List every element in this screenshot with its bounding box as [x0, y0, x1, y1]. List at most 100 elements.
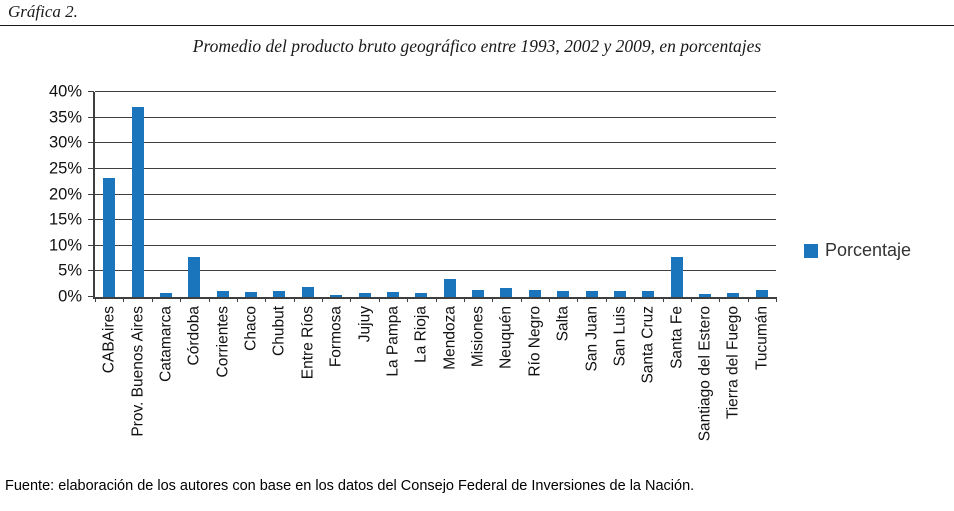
x-axis-tick [577, 297, 579, 302]
x-axis-tick [378, 297, 380, 302]
bar [670, 256, 683, 297]
y-axis-tick [88, 270, 94, 272]
y-axis-tick [88, 167, 94, 169]
y-axis-tick-label: 35% [48, 108, 82, 127]
x-axis-label: Corrientes [214, 306, 232, 378]
y-axis-tick-label: 40% [48, 82, 82, 101]
x-axis-label: Tucumán [753, 306, 771, 371]
source-note: Fuente: elaboración de los autores con b… [5, 478, 695, 494]
x-axis-tick [747, 297, 749, 302]
y-axis-tick [88, 91, 94, 92]
x-axis-label: Entre Ríos [299, 306, 317, 380]
x-axis-label: San Juan [583, 306, 601, 372]
x-axis-label: Santiago del Estero [696, 306, 714, 442]
y-axis-tick [88, 193, 94, 195]
gridline [95, 142, 776, 144]
x-axis-tick [265, 297, 267, 302]
bar [188, 256, 201, 297]
bar [131, 107, 144, 297]
y-axis-tick-label: 20% [48, 185, 82, 203]
gridline [95, 244, 776, 246]
x-axis-label: Formosa [327, 306, 345, 368]
x-axis-tick [123, 297, 125, 302]
bar [528, 289, 541, 297]
x-axis-label: Córdoba [185, 306, 203, 366]
bar [727, 292, 740, 297]
y-axis-tick-label: 0% [58, 287, 82, 306]
x-axis-label: Tierra del Fuego [724, 306, 742, 420]
x-axis-tick [520, 297, 522, 302]
bar [472, 289, 485, 297]
x-axis-tick [293, 297, 295, 302]
bar [159, 292, 172, 297]
x-axis-label: Misiones [469, 306, 487, 368]
bar [103, 177, 116, 297]
legend-swatch-icon [804, 243, 818, 258]
bar [500, 288, 513, 297]
gridline [95, 270, 776, 272]
x-axis-tick [322, 297, 323, 302]
x-axis-tick [407, 297, 409, 302]
chart-legend: Porcentaje [804, 240, 911, 261]
plot-area [88, 91, 777, 302]
bar [585, 291, 598, 297]
x-axis-label: La Rioja [412, 306, 430, 363]
y-axis-tick-label: 30% [48, 133, 82, 152]
figure-label: Gráfica 2. [8, 2, 78, 21]
y-axis-tick-label: 10% [48, 236, 82, 255]
x-axis-category-labels: CABAires Prov. Buenos Aires Catamarca Córdo… [95, 306, 776, 486]
y-axis-tick [88, 296, 94, 297]
bar [273, 291, 286, 297]
x-axis-label: La Pampa [384, 306, 402, 377]
gridline [95, 116, 776, 118]
x-axis-tick [662, 297, 664, 302]
bar [301, 287, 314, 297]
x-axis-tick [719, 297, 721, 302]
bar [699, 293, 712, 297]
chart-title: Promedio del producto bruto geográfico e… [192, 36, 762, 56]
x-axis-tick [776, 297, 777, 302]
header-divider [0, 25, 954, 26]
y-axis-tick-label: 25% [48, 159, 82, 178]
bar [358, 293, 371, 297]
x-axis-label: Prov. Buenos Aires [129, 306, 147, 437]
x-axis-tick [492, 297, 494, 302]
x-axis-tick [634, 297, 636, 302]
y-axis-tick [88, 116, 94, 118]
gridline [95, 91, 776, 92]
gridline [95, 167, 776, 169]
x-axis-label: Chubut [270, 306, 288, 356]
x-axis-label: Santa Fe [668, 306, 686, 369]
x-axis-tick [350, 297, 352, 302]
x-axis-label: CABAires [100, 306, 118, 374]
x-axis-tick [605, 297, 607, 302]
bar [642, 291, 655, 297]
gridline [95, 193, 776, 195]
x-axis-tick [180, 297, 182, 302]
bar [613, 290, 626, 297]
gridline [95, 219, 776, 221]
y-axis-tick [88, 219, 94, 221]
bar [415, 293, 428, 297]
y-axis-tick [88, 142, 94, 144]
x-axis-label: Salta [554, 306, 572, 342]
x-axis-label: Catamarca [157, 306, 175, 382]
x-axis-label: Mendoza [441, 306, 459, 370]
y-axis-tick-labels: 0% 5% 10% 15% 20% 25% 30% 35% 40% [0, 83, 86, 306]
x-axis-label: Río Negro [526, 306, 544, 377]
bar [557, 291, 570, 297]
x-axis-tick [236, 297, 238, 302]
x-axis-tick [435, 297, 437, 302]
bar [216, 290, 229, 297]
x-axis-tick [208, 297, 210, 302]
bar [245, 292, 258, 297]
x-axis-label: San Luis [611, 306, 629, 367]
x-axis-tick [549, 297, 550, 302]
x-axis-label: Neuquén [497, 306, 515, 369]
bar [386, 292, 399, 297]
x-axis-tick [690, 297, 692, 302]
x-axis-tick [151, 297, 153, 302]
x-axis-label: Santa Cruz [639, 306, 657, 384]
x-axis-tick [95, 297, 96, 302]
